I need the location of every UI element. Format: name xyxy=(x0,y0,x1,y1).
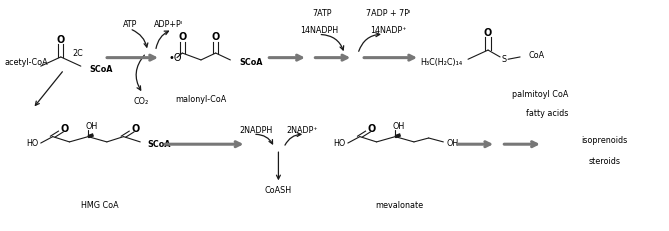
Text: 14NADP⁺: 14NADP⁺ xyxy=(371,26,407,35)
Text: malonyl-CoA: malonyl-CoA xyxy=(175,95,227,104)
Text: O: O xyxy=(131,124,140,134)
Text: HMG CoA: HMG CoA xyxy=(81,201,118,210)
Text: CoA: CoA xyxy=(528,51,545,60)
Text: fatty acids: fatty acids xyxy=(526,109,568,118)
Text: isoprenoids: isoprenoids xyxy=(581,136,628,145)
Text: O: O xyxy=(484,28,492,38)
Text: 2NADPH: 2NADPH xyxy=(239,126,272,135)
Text: 2NADP⁺: 2NADP⁺ xyxy=(286,126,318,135)
Text: ATP: ATP xyxy=(123,20,137,29)
Text: SCoA: SCoA xyxy=(147,140,171,149)
Text: •O: •O xyxy=(169,53,183,63)
Text: O: O xyxy=(178,32,187,42)
Text: ADP+Pᴵ: ADP+Pᴵ xyxy=(155,20,183,29)
Text: 7ADP + 7Pᴵ: 7ADP + 7Pᴵ xyxy=(367,9,411,18)
Text: HO: HO xyxy=(26,139,38,148)
Text: O: O xyxy=(211,32,220,42)
Text: S: S xyxy=(501,55,506,64)
Text: 2C: 2C xyxy=(73,49,84,58)
Text: O: O xyxy=(368,124,376,134)
Text: steroids: steroids xyxy=(588,157,620,166)
Text: 14NADPH: 14NADPH xyxy=(300,26,339,35)
Text: O: O xyxy=(57,35,65,45)
Text: HO: HO xyxy=(333,139,345,148)
Text: SCoA: SCoA xyxy=(239,58,262,67)
Text: mevalonate: mevalonate xyxy=(375,201,423,210)
Text: O: O xyxy=(61,124,69,134)
Text: SCoA: SCoA xyxy=(90,65,113,74)
Text: OH: OH xyxy=(447,139,459,148)
Text: CoASH: CoASH xyxy=(264,186,291,195)
Text: H₃C(H₂C)₁₄: H₃C(H₂C)₁₄ xyxy=(421,58,463,67)
Text: 7ATP: 7ATP xyxy=(312,9,332,18)
Text: palmitoyl CoA: palmitoyl CoA xyxy=(512,90,568,99)
Text: acetyl-CoA: acetyl-CoA xyxy=(4,58,47,67)
Text: OH: OH xyxy=(393,122,405,131)
Text: OH: OH xyxy=(86,122,98,131)
Text: CO₂: CO₂ xyxy=(133,97,149,106)
